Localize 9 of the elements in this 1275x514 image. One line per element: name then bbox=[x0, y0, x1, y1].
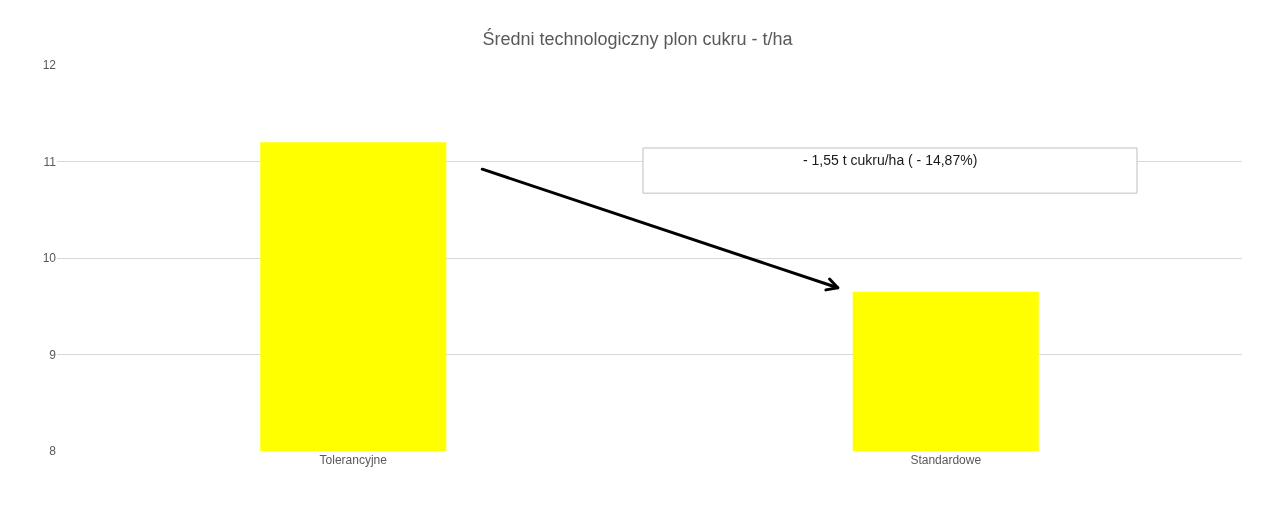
y-tick-label: 11 bbox=[43, 154, 57, 169]
annotation: - 1,55 t cukru/ha ( - 14,87%) bbox=[803, 152, 978, 168]
y-tick-label: 8 bbox=[49, 444, 57, 459]
y-tick-label: 9 bbox=[49, 347, 57, 362]
x-tick-label: Standardowe bbox=[910, 453, 982, 467]
x-tick-label: Tolerancyjne bbox=[319, 453, 388, 467]
chart-title: Średni technologiczny plon cukru - t/ha bbox=[482, 27, 794, 49]
y-tick-label: 10 bbox=[42, 251, 57, 266]
y-tick-label: 12 bbox=[42, 58, 57, 73]
